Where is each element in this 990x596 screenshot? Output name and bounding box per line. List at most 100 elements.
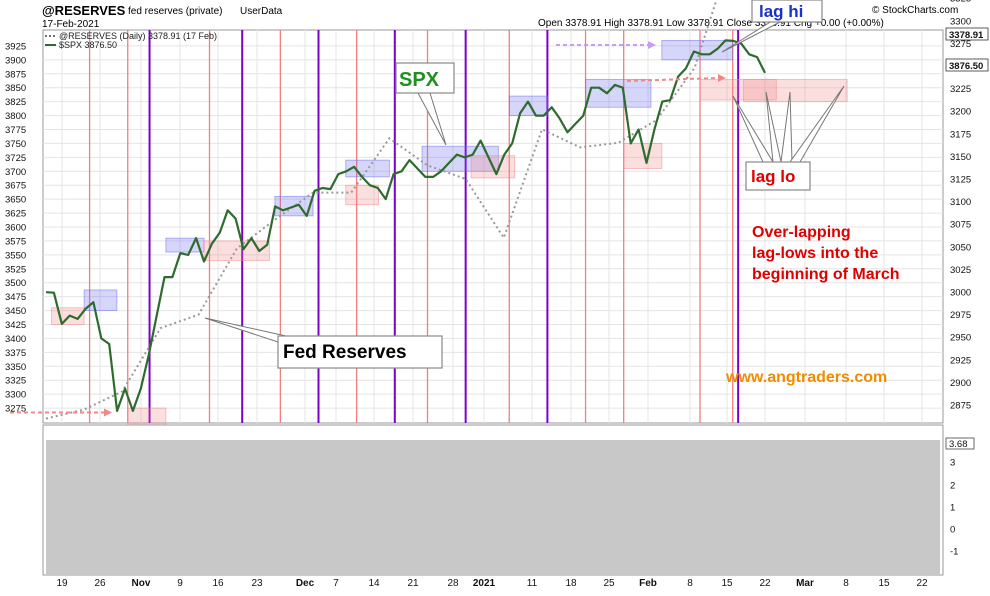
y-axis-ticks: 3925 3900 3875 3850 3825 3800 3775 3750 3725 3700… bbox=[5, 0, 971, 415]
x-tick-label-bottom: 11 bbox=[527, 578, 538, 589]
arrow-head bbox=[718, 74, 726, 82]
reserves-legend-label: @RESERVES (Daily) 3378.91 (17 Feb) bbox=[59, 31, 217, 41]
right-tick-label: 3025 bbox=[950, 265, 971, 276]
right-tick-label: 3200 bbox=[950, 107, 971, 118]
x-tick-label-bottom: 23 bbox=[251, 578, 263, 589]
note-line-2: lag-lows into the bbox=[752, 245, 878, 262]
chart-source: UserData bbox=[240, 6, 283, 17]
right-tick-label: 3100 bbox=[950, 197, 971, 208]
note-line-3: beginning of March bbox=[752, 266, 900, 283]
x-tick-label-bottom: Feb bbox=[639, 578, 657, 589]
chart-name: fed reserves (private) bbox=[128, 6, 222, 17]
right-tick-label: 3275 bbox=[950, 39, 971, 50]
x-tick-label-bottom: 14 bbox=[368, 578, 380, 589]
left-tick-label: 3675 bbox=[5, 181, 26, 192]
note-line-1: Over-lapping bbox=[752, 224, 851, 241]
x-tick-label-bottom: 15 bbox=[721, 578, 733, 589]
indicator-tick-label: 0 bbox=[950, 525, 955, 536]
fed-reserves-callout: Fed Reserves bbox=[204, 317, 443, 369]
right-tick-label: 2950 bbox=[950, 333, 971, 344]
x-tick-label-bottom: 21 bbox=[407, 578, 419, 589]
spx-series-line bbox=[45, 39, 766, 412]
left-tick-label: 3325 bbox=[5, 376, 26, 387]
left-tick-label: 3925 bbox=[5, 41, 26, 52]
arrow-head bbox=[648, 41, 656, 49]
left-tick-label: 3775 bbox=[5, 125, 26, 136]
x-tick-label-bottom: 8 bbox=[843, 578, 849, 589]
left-tick-label: 3375 bbox=[5, 348, 26, 359]
left-tick-label: 3725 bbox=[5, 153, 26, 164]
right-tick-label: 2925 bbox=[950, 355, 971, 366]
indicator-tick-label: 3 bbox=[950, 458, 955, 469]
right-tick-label: 3125 bbox=[950, 175, 971, 186]
right-tick-label: 2975 bbox=[950, 310, 971, 321]
left-tick-label: 3650 bbox=[5, 195, 26, 206]
website-label: www.angtraders.com bbox=[725, 369, 887, 386]
lag-lo-callout: lag lo bbox=[732, 85, 845, 191]
x-tick-label-bottom: Dec bbox=[296, 578, 315, 589]
lag-lo-label: lag lo bbox=[751, 167, 795, 186]
x-tick-label-bottom: Mar bbox=[796, 578, 814, 589]
spx-callout-label: SPX bbox=[399, 69, 440, 91]
red-highlight-box bbox=[345, 184, 379, 206]
left-tick-label: 3625 bbox=[5, 209, 26, 220]
x-tick-label-bottom: 16 bbox=[212, 578, 224, 589]
right-tick-label: 3000 bbox=[950, 288, 971, 299]
x-tick-label-bottom: 9 bbox=[177, 578, 183, 589]
left-tick-label: 3800 bbox=[5, 111, 26, 122]
left-tick-label: 3900 bbox=[5, 55, 26, 66]
left-tick-label: 3550 bbox=[5, 250, 26, 261]
x-tick-label-bottom: 7 bbox=[333, 578, 339, 589]
series-lines bbox=[45, 0, 766, 420]
right-tick-label: 3075 bbox=[950, 220, 971, 231]
arrow-head bbox=[104, 408, 112, 417]
blue-highlight-box bbox=[83, 289, 118, 311]
last-reserves-tag-box bbox=[945, 27, 989, 41]
x-tick-label-bottom: 22 bbox=[759, 578, 771, 589]
right-tick-label: 3050 bbox=[950, 242, 971, 253]
lag-hi-callout: lag hi bbox=[721, 0, 823, 53]
x-tick-label-bottom: 15 bbox=[878, 578, 890, 589]
lag-lo-dashed-arrow-2 bbox=[626, 77, 719, 82]
spx-callout: SPX bbox=[395, 62, 455, 146]
indicator-value: 3.68 bbox=[949, 439, 968, 450]
indicator-panel bbox=[46, 440, 940, 575]
chart-date: 17-Feb-2021 bbox=[42, 19, 100, 30]
x-tick-label-bottom: 22 bbox=[916, 578, 928, 589]
x-tick-label-bottom: 28 bbox=[447, 578, 459, 589]
x-tick-label-bottom: 8 bbox=[687, 578, 693, 589]
indicator-value-box bbox=[945, 437, 975, 450]
brand-label: © StockCharts.com bbox=[872, 5, 958, 16]
right-tick-label: 3325 bbox=[950, 0, 971, 5]
right-tick-label: 2900 bbox=[950, 378, 971, 389]
blue-highlight-box bbox=[345, 159, 390, 178]
ohlc-readout: Open 3378.91 High 3378.91 Low 3378.91 Cl… bbox=[538, 18, 884, 29]
x-tick-label-bottom: 19 bbox=[56, 578, 68, 589]
red-highlight-box bbox=[699, 78, 777, 101]
left-tick-label: 3300 bbox=[5, 390, 26, 401]
last-spx-tag: 3876.50 bbox=[949, 61, 983, 72]
left-tick-label: 3400 bbox=[5, 334, 26, 345]
left-tick-label: 3475 bbox=[5, 292, 26, 303]
left-tick-label: 3825 bbox=[5, 97, 26, 108]
spx-legend-label: $SPX 3876.50 bbox=[59, 40, 117, 50]
left-tick-label: 3850 bbox=[5, 83, 26, 94]
left-tick-label: 3575 bbox=[5, 236, 26, 247]
left-tick-label: 3700 bbox=[5, 167, 26, 178]
x-tick-label-bottom: 25 bbox=[603, 578, 615, 589]
left-tick-label: 3350 bbox=[5, 362, 26, 373]
indicator-tick-label: 1 bbox=[950, 503, 955, 514]
indicator-tick-label: -1 bbox=[950, 547, 958, 558]
x-axis-ticks-bottom: 19 26 Nov 9 16 23 Dec 7 14 21 28 2021 11 18 25 Feb 8 15 22… bbox=[56, 578, 928, 589]
left-tick-label: 3875 bbox=[5, 69, 26, 80]
x-tick-label-bottom: 18 bbox=[565, 578, 577, 589]
left-tick-label: 3500 bbox=[5, 278, 26, 289]
lag-hi-label: lag hi bbox=[759, 2, 803, 21]
fed-reserves-label: Fed Reserves bbox=[283, 342, 407, 363]
dashed-arrows bbox=[10, 41, 726, 417]
left-tick-label: 3750 bbox=[5, 139, 26, 150]
left-tick-label: 3275 bbox=[5, 404, 26, 415]
right-tick-label: 3150 bbox=[950, 152, 971, 163]
